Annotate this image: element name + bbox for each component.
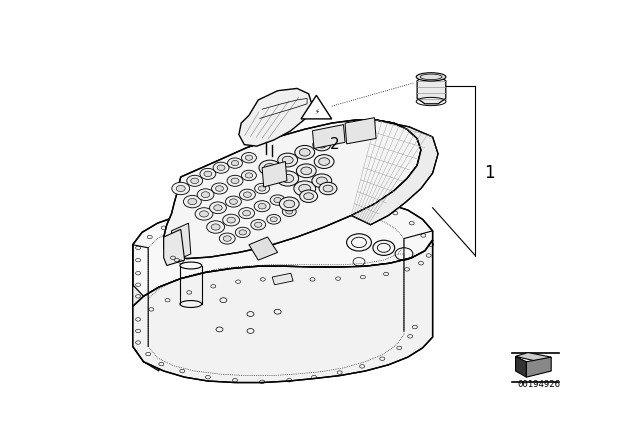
Polygon shape <box>164 229 184 266</box>
Text: 2: 2 <box>330 137 339 152</box>
Circle shape <box>267 215 281 224</box>
Circle shape <box>176 185 185 192</box>
Circle shape <box>279 197 299 211</box>
Circle shape <box>317 141 326 148</box>
Polygon shape <box>312 125 345 148</box>
Circle shape <box>284 200 294 208</box>
Circle shape <box>239 189 255 200</box>
Circle shape <box>255 222 262 227</box>
Circle shape <box>313 138 331 151</box>
Circle shape <box>304 193 314 200</box>
Circle shape <box>200 211 209 217</box>
Polygon shape <box>239 88 312 146</box>
Polygon shape <box>351 120 438 225</box>
Polygon shape <box>132 240 433 383</box>
Circle shape <box>217 165 225 171</box>
Polygon shape <box>301 95 332 119</box>
Circle shape <box>314 155 334 168</box>
Circle shape <box>254 201 270 212</box>
Circle shape <box>264 164 276 172</box>
Circle shape <box>259 186 266 191</box>
Text: ⚡: ⚡ <box>314 108 319 115</box>
Circle shape <box>241 170 257 181</box>
Ellipse shape <box>416 73 446 81</box>
Circle shape <box>286 209 292 214</box>
Polygon shape <box>272 273 293 285</box>
Circle shape <box>214 205 222 211</box>
Circle shape <box>255 183 269 194</box>
Circle shape <box>200 168 216 179</box>
Circle shape <box>213 162 229 173</box>
Polygon shape <box>345 118 376 144</box>
Polygon shape <box>164 120 421 258</box>
Circle shape <box>243 192 252 198</box>
Circle shape <box>282 207 296 216</box>
Circle shape <box>228 158 243 168</box>
Circle shape <box>202 192 210 198</box>
Circle shape <box>300 149 310 156</box>
Polygon shape <box>527 357 551 377</box>
Circle shape <box>231 178 239 184</box>
Circle shape <box>220 233 235 244</box>
Circle shape <box>241 152 257 163</box>
Circle shape <box>299 184 311 193</box>
Circle shape <box>223 236 231 241</box>
Circle shape <box>239 207 255 219</box>
Circle shape <box>225 196 241 207</box>
Circle shape <box>187 175 203 186</box>
Circle shape <box>319 182 337 195</box>
Circle shape <box>207 221 225 233</box>
Circle shape <box>295 146 315 159</box>
Text: 00194926: 00194926 <box>518 380 561 389</box>
Circle shape <box>212 183 227 194</box>
Circle shape <box>258 203 266 209</box>
Circle shape <box>236 227 250 237</box>
Circle shape <box>300 190 317 202</box>
Polygon shape <box>132 198 433 306</box>
Circle shape <box>274 198 282 202</box>
Polygon shape <box>417 75 446 104</box>
Circle shape <box>245 173 253 178</box>
Circle shape <box>209 202 227 214</box>
Circle shape <box>216 186 223 191</box>
Circle shape <box>251 220 266 230</box>
Circle shape <box>294 181 316 196</box>
Polygon shape <box>262 162 287 187</box>
Polygon shape <box>516 353 551 362</box>
Circle shape <box>301 167 312 175</box>
Polygon shape <box>132 245 159 371</box>
Circle shape <box>276 171 299 186</box>
Circle shape <box>323 185 333 192</box>
Circle shape <box>245 155 253 160</box>
Circle shape <box>239 230 246 235</box>
Polygon shape <box>516 356 527 377</box>
Circle shape <box>211 224 220 230</box>
Circle shape <box>231 160 239 166</box>
Circle shape <box>243 211 251 216</box>
Circle shape <box>282 174 294 183</box>
Circle shape <box>316 177 327 185</box>
Circle shape <box>270 217 277 222</box>
Polygon shape <box>249 237 278 260</box>
Circle shape <box>188 198 197 205</box>
Circle shape <box>270 195 285 205</box>
Circle shape <box>195 208 213 220</box>
Circle shape <box>227 217 236 223</box>
Circle shape <box>204 171 212 177</box>
Circle shape <box>278 153 298 167</box>
Circle shape <box>296 164 316 178</box>
Circle shape <box>312 174 332 188</box>
Polygon shape <box>172 223 191 262</box>
Circle shape <box>282 156 293 164</box>
Circle shape <box>223 214 239 226</box>
Circle shape <box>230 199 237 204</box>
Circle shape <box>191 178 198 184</box>
Circle shape <box>197 189 214 201</box>
Text: 1: 1 <box>484 164 495 182</box>
Circle shape <box>184 195 202 208</box>
Circle shape <box>259 160 281 175</box>
Circle shape <box>319 158 330 165</box>
Circle shape <box>172 182 189 195</box>
Circle shape <box>227 175 243 186</box>
